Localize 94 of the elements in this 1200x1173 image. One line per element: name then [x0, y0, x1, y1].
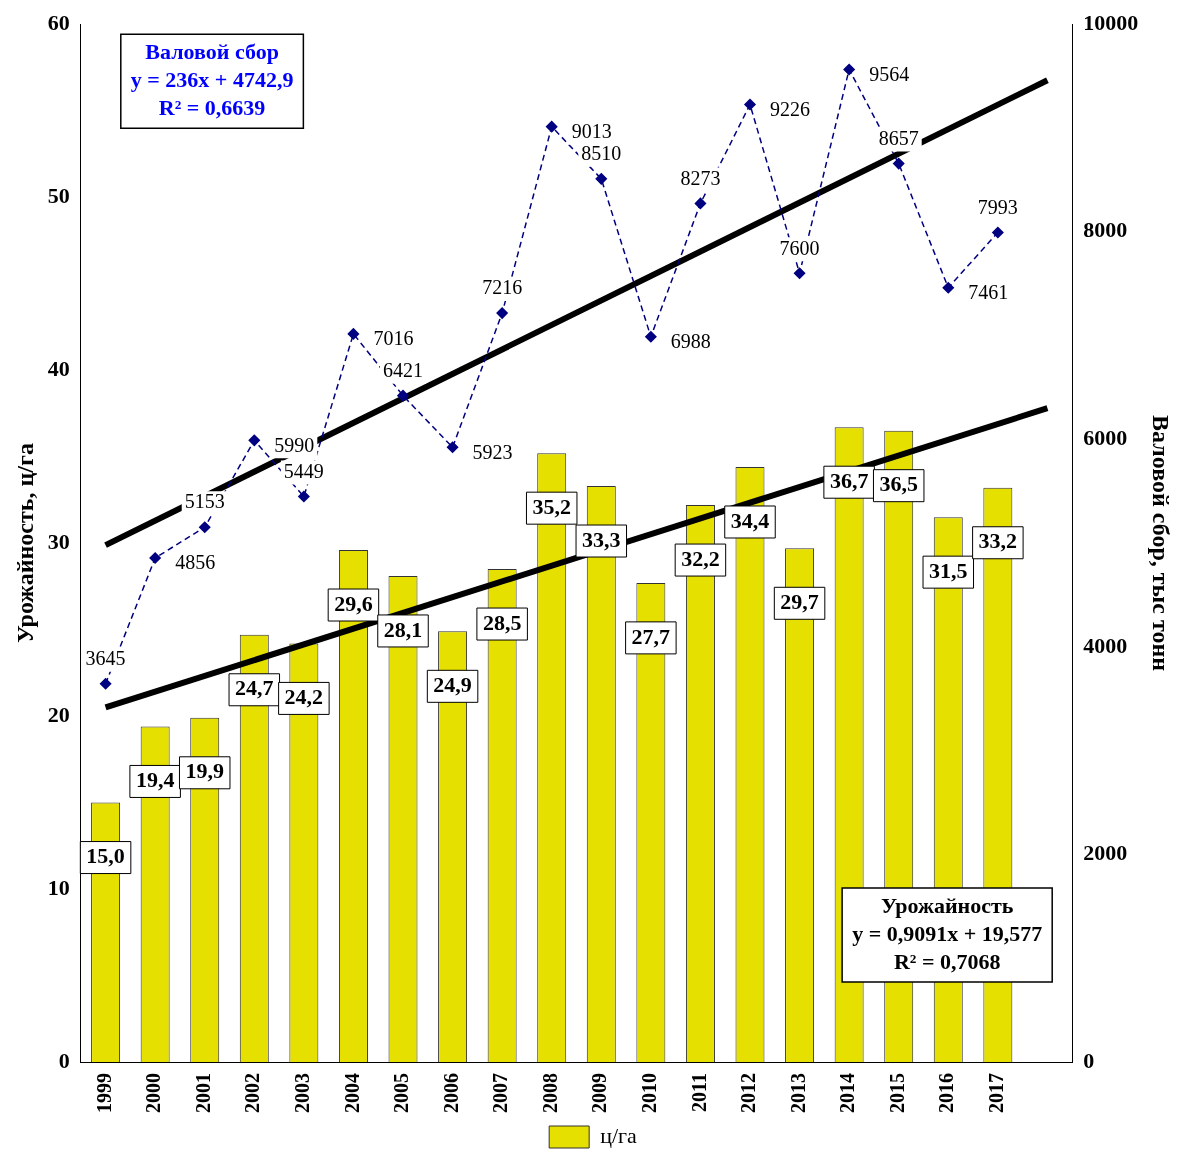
data-label: 5990 [274, 433, 315, 456]
data-label: 32,2 [681, 545, 720, 571]
x-tick-label: 2000 [142, 1073, 165, 1113]
data-label: 9564 [869, 62, 910, 85]
legend-label: ц/га [600, 1122, 638, 1148]
y2-tick-label: 0 [1083, 1047, 1095, 1073]
data-label: 31,5 [929, 557, 968, 583]
x-tick-label: 2009 [588, 1073, 611, 1113]
point [496, 307, 508, 319]
y-tick-label: 10 [47, 874, 70, 900]
y2-tick-label: 6000 [1083, 425, 1128, 451]
data-label: 36,5 [879, 471, 918, 497]
data-label: 35,2 [532, 493, 571, 519]
x-tick-label: 2012 [737, 1073, 760, 1113]
data-label: 29,7 [780, 588, 819, 614]
point [892, 157, 905, 170]
data-label: 24,9 [433, 672, 472, 697]
x-tick-label: 2001 [191, 1073, 214, 1113]
data-label: 8510 [581, 142, 622, 165]
data-label: 24,2 [284, 684, 324, 710]
x-tick-label: 2003 [291, 1073, 314, 1113]
data-label: 8657 [878, 126, 919, 149]
y2-axis-title: Валовой сбор, тыс тонн [1148, 415, 1175, 672]
y2-tick-label: 8000 [1083, 217, 1128, 243]
x-tick-label: 1999 [92, 1073, 115, 1113]
data-label: 27,7 [631, 623, 671, 649]
data-label: 7461 [968, 280, 1009, 303]
point [992, 226, 1004, 239]
y-tick-label: 50 [47, 182, 70, 208]
data-label: 33,2 [978, 528, 1018, 554]
point [248, 434, 261, 447]
point [793, 267, 806, 280]
point [198, 521, 211, 533]
point [149, 552, 161, 564]
x-tick-label: 2015 [885, 1073, 908, 1113]
y-tick-label: 20 [47, 701, 70, 727]
data-label: 33,3 [582, 526, 621, 552]
y2-tick-label: 4000 [1083, 632, 1128, 658]
x-tick-label: 2004 [340, 1073, 363, 1113]
y-tick-label: 0 [58, 1047, 70, 1073]
y-axis-title: Урожайность, ц/га [11, 443, 38, 644]
data-label: 6988 [670, 330, 711, 353]
data-label: 19,4 [135, 767, 175, 793]
data-label: 6421 [383, 358, 424, 381]
point [446, 441, 459, 454]
annotation: Урожайность y = 0,9091x + 19,577 R² = 0,7068 [852, 892, 1043, 974]
data-label: 9226 [769, 97, 810, 120]
point [942, 281, 955, 294]
point [545, 120, 558, 133]
data-label: 19,9 [185, 758, 224, 784]
x-tick-label: 2013 [786, 1073, 809, 1113]
point [347, 328, 360, 340]
x-tick-label: 2010 [638, 1073, 661, 1113]
x-tick-label: 2008 [538, 1073, 561, 1113]
data-label: 28,1 [383, 616, 423, 642]
x-tick-label: 2017 [985, 1073, 1008, 1113]
x-tick-label: 2007 [489, 1073, 512, 1113]
point [397, 389, 409, 402]
point [298, 490, 310, 503]
x-tick-label: 2011 [687, 1073, 710, 1112]
x-tick-label: 2005 [390, 1073, 413, 1113]
data-label: 9013 [571, 119, 612, 142]
point [595, 173, 608, 185]
data-label: 3645 [85, 646, 126, 669]
x-tick-label: 2014 [836, 1073, 859, 1113]
y-tick-label: 30 [47, 528, 70, 554]
data-label: 36,7 [829, 467, 869, 493]
data-label: 7216 [482, 276, 523, 299]
data-label: 5153 [184, 490, 225, 513]
y-tick-label: 40 [47, 355, 70, 381]
data-label: 5449 [283, 459, 324, 482]
data-label: 8273 [680, 166, 721, 189]
point [843, 63, 855, 76]
data-label: 34,4 [730, 507, 770, 533]
y-tick-label: 60 [47, 9, 70, 35]
y2-tick-label: 2000 [1083, 840, 1128, 866]
point [99, 677, 112, 690]
x-tick-label: 2006 [439, 1073, 462, 1113]
data-label: 28,5 [482, 609, 522, 635]
data-label: 7600 [779, 236, 820, 259]
point [694, 197, 707, 210]
y2-tick-label: 10000 [1083, 9, 1139, 35]
data-label: 29,6 [334, 590, 373, 616]
data-label: 4856 [175, 551, 216, 574]
point [645, 331, 657, 343]
data-label: 7016 [373, 327, 414, 350]
annotation: Валовой сбор y = 236x + 4742,9 R² = 0,6639 [130, 38, 294, 120]
data-label: 5923 [472, 440, 513, 463]
data-label: 7993 [977, 195, 1018, 218]
x-tick-label: 2016 [935, 1073, 958, 1113]
point [744, 98, 756, 111]
data-label: 24,7 [235, 675, 274, 701]
x-tick-label: 2002 [241, 1073, 264, 1113]
data-label: 15,0 [86, 843, 125, 869]
